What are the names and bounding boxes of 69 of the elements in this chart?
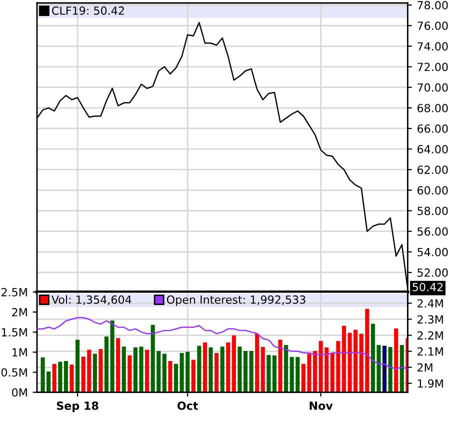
y-tick-label: 1M bbox=[12, 348, 27, 356]
legend-label: Vol: 1,354,604 bbox=[52, 295, 132, 305]
y-tick-label: 1.5M bbox=[2, 328, 27, 336]
legend-label: Open Interest: 1,992,533 bbox=[166, 295, 306, 306]
y2-tick-label: 2.1M bbox=[418, 347, 443, 356]
bar bbox=[249, 350, 254, 392]
y2-tick-label: 2.2M bbox=[418, 331, 443, 340]
y-tick-label: 64.00 bbox=[418, 145, 448, 154]
y-tick-label: 76.00 bbox=[418, 22, 448, 30]
bar bbox=[220, 346, 224, 392]
x-tick-label: Oct bbox=[177, 402, 198, 410]
legend-label: CLF19: 50.42 bbox=[52, 6, 124, 15]
bar bbox=[162, 354, 166, 392]
bar bbox=[232, 335, 236, 392]
bar bbox=[92, 354, 97, 392]
bar bbox=[260, 346, 265, 392]
bar bbox=[104, 336, 109, 392]
bar bbox=[70, 364, 74, 392]
bar bbox=[284, 344, 288, 392]
bar bbox=[388, 346, 392, 392]
y-tick-label: 70.00 bbox=[418, 83, 448, 92]
y2-tick-label: 1.9M bbox=[418, 379, 443, 388]
y-tick-label: 2M bbox=[12, 308, 27, 316]
bar bbox=[255, 334, 260, 392]
y-tick-label: 52.00 bbox=[418, 268, 448, 277]
y2-tick-label: 2.3M bbox=[418, 315, 443, 324]
bar bbox=[128, 355, 132, 392]
y2-tick-label: 2.4M bbox=[418, 299, 443, 308]
x-tick-label: Sep 18 bbox=[56, 402, 98, 412]
bar bbox=[52, 364, 56, 392]
bar bbox=[226, 342, 230, 392]
y-tick-label: 58.00 bbox=[418, 206, 448, 216]
y-tick-label: 54.00 bbox=[418, 248, 448, 256]
bar bbox=[400, 344, 404, 392]
bar bbox=[272, 355, 277, 392]
y-tick-label: 62.00 bbox=[418, 166, 448, 174]
y-tick-label: 2.5M bbox=[2, 288, 27, 296]
text: 50.42 bbox=[412, 282, 443, 292]
y-tick-label: 74.00 bbox=[418, 42, 448, 51]
bar bbox=[76, 340, 80, 392]
y-tick-label: 0.5M bbox=[1, 368, 27, 377]
y-tick-label: 78.00 bbox=[418, 1, 448, 10]
bar bbox=[174, 364, 178, 392]
bar bbox=[110, 320, 114, 392]
bar bbox=[191, 360, 196, 392]
y-tick-label: 72.00 bbox=[418, 62, 448, 72]
bar bbox=[208, 347, 213, 392]
bar bbox=[394, 328, 398, 392]
y-tick-label: 0M bbox=[12, 388, 27, 397]
bar bbox=[202, 342, 207, 392]
bar bbox=[214, 352, 219, 392]
bar bbox=[168, 361, 172, 392]
y-tick-label: 60.00 bbox=[418, 186, 448, 195]
bar bbox=[266, 354, 271, 392]
x-tick-label: Nov bbox=[310, 402, 333, 410]
y-tick-label: 66.00 bbox=[418, 124, 448, 133]
y-tick-label: 56.00 bbox=[418, 227, 448, 236]
line-series bbox=[37, 317, 408, 370]
bar bbox=[197, 346, 202, 392]
bar bbox=[145, 350, 150, 392]
bar bbox=[98, 348, 103, 392]
bar bbox=[342, 326, 346, 392]
bar bbox=[64, 361, 68, 392]
bar bbox=[122, 346, 126, 392]
bar bbox=[278, 340, 282, 392]
bar bbox=[116, 338, 120, 392]
bar bbox=[382, 346, 387, 392]
y-tick-label: 68.00 bbox=[418, 104, 448, 112]
bar bbox=[58, 362, 62, 392]
